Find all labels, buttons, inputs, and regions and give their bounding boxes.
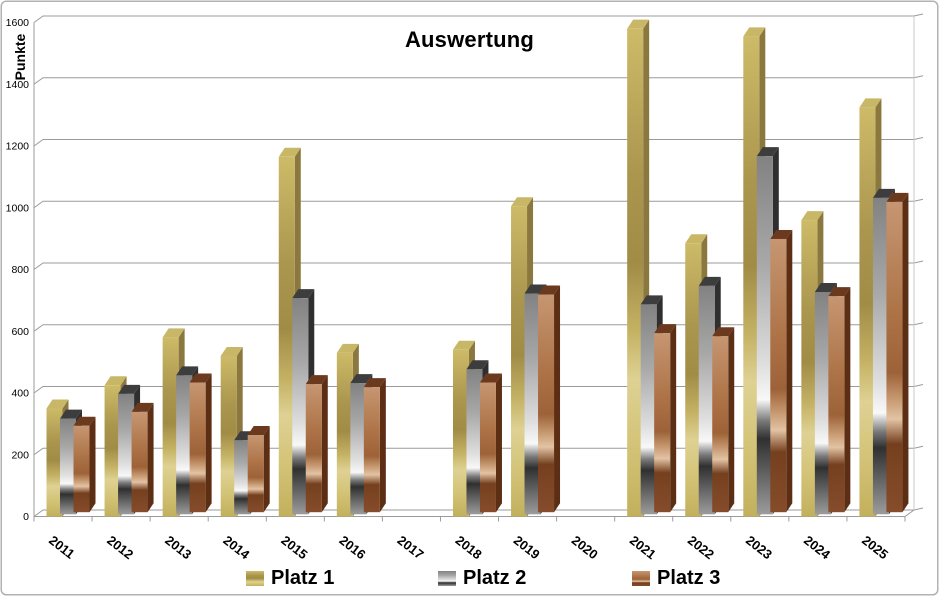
x-tick-label: 2016: [337, 533, 369, 563]
x-tick-label: 2024: [801, 533, 834, 563]
legend: Platz 1 Platz 2 Platz 3: [0, 566, 939, 594]
bar-platz3-2025: [886, 192, 909, 513]
x-tick-label: 2025: [859, 533, 891, 563]
x-tick-label: 2022: [685, 533, 717, 563]
legend-label: Platz 3: [657, 566, 721, 589]
axes: [33, 16, 915, 522]
bar-platz3-2023: [770, 229, 793, 513]
y-tick-label: 0: [23, 511, 29, 523]
silver-swatch-icon: [438, 570, 456, 586]
bar-group-2025: [859, 98, 909, 517]
x-tick-label: 2023: [743, 533, 775, 563]
x-tick-label: 2021: [627, 533, 659, 563]
bar-platz3-2012: [131, 402, 154, 513]
bar-platz3-2016: [363, 378, 386, 513]
bar-group-2015: [278, 147, 328, 517]
x-tick-label: 2018: [453, 533, 485, 563]
x-tick-label: 2014: [220, 533, 253, 563]
y-tick-label: 1200: [6, 141, 30, 153]
legend-item-platz2: Platz 2: [438, 566, 526, 590]
y-tick-label: 1000: [6, 202, 30, 214]
x-tick-label: 2011: [46, 533, 77, 562]
bar-group-2024: [801, 211, 851, 517]
gold-swatch-icon: [246, 570, 264, 586]
legend-label: Platz 2: [463, 566, 527, 589]
bar-group-2014: [220, 346, 270, 517]
y-tick-label: 1400: [6, 79, 30, 91]
bar-group-2021: [627, 19, 677, 517]
bar-platz3-2014: [247, 426, 270, 513]
x-tick-label: 2020: [569, 533, 601, 563]
x-tick-label: 2015: [278, 533, 310, 563]
x-tick-label: 2019: [511, 533, 543, 563]
bar-group-2013: [162, 328, 212, 517]
bronze-swatch-icon: [632, 570, 650, 586]
y-tick-label: 1600: [6, 17, 30, 29]
x-tick-label: 2017: [395, 533, 427, 563]
bar-platz3-2021: [654, 324, 677, 513]
bar-platz3-2022: [712, 327, 735, 513]
bar-group-2023: [743, 27, 793, 517]
bar-group-2016: [336, 343, 386, 517]
legend-label: Platz 1: [271, 566, 335, 589]
gridlines: 0 200 400 600 800 1000 1200 1400 1600: [6, 13, 924, 523]
bar-platz3-2015: [305, 375, 328, 513]
legend-item-platz3: Platz 3: [632, 566, 720, 590]
bar-group-2019: [511, 197, 561, 517]
y-tick-label: 200: [11, 449, 29, 461]
x-tick-labels: 2011 2012 2013 2014 2015 2016 2017 2018 2019 2020…: [46, 533, 891, 563]
bar-group-2022: [685, 234, 735, 517]
bar-platz3-2019: [538, 285, 561, 513]
bar-platz3-2024: [828, 287, 851, 513]
bar-group-2012: [104, 376, 154, 517]
bar-platz3-2011: [73, 416, 96, 513]
bar-group-2018: [452, 340, 502, 517]
bar-platz3-2018: [479, 373, 502, 513]
bar-group-2011: [46, 399, 96, 517]
y-tick-label: 800: [11, 264, 29, 276]
x-tick-label: 2012: [104, 533, 136, 563]
y-tick-label: 400: [11, 388, 29, 400]
x-tick-label: 2013: [162, 533, 194, 563]
y-axis-label: Punkte: [12, 33, 28, 81]
bar-platz3-2013: [189, 373, 212, 513]
y-tick-label: 600: [11, 326, 29, 338]
chart-title: Auswertung: [404, 27, 535, 52]
legend-item-platz1: Platz 1: [246, 566, 334, 590]
